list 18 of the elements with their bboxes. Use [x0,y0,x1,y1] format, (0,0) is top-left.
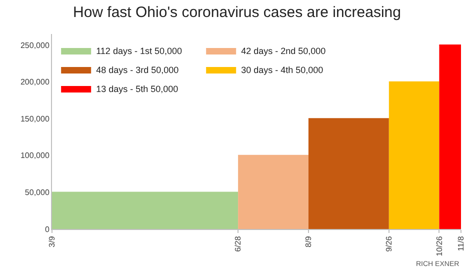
legend-label: 48 days - 3rd 50,000 [96,64,179,75]
legend-label: 112 days - 1st 50,000 [96,46,182,56]
y-tick-label: 250,000 [20,40,50,50]
legend-label: 42 days - 2nd 50,000 [241,46,326,56]
y-tick-label: 0 [44,224,50,234]
x-tick-label: 10/26 [434,236,444,256]
x-tick-label: 9/26 [384,236,394,252]
x-tick-label: 8/9 [304,236,314,248]
x-tick-label: 6/28 [234,236,243,252]
legend-label: 13 days - 5th 50,000 [96,84,178,94]
chart-title: How fast Ohio's coronavirus cases are increasing [72,4,402,22]
y-tick-label: 50,000 [24,188,50,198]
y-tick-label: 100,000 [20,151,50,160]
y-tick-label: 200,000 [20,78,50,87]
y-tick-label: 150,000 [20,114,50,124]
x-tick-label: 3/9 [48,236,57,248]
legend-label: 30 days - 4th 50,000 [241,64,324,75]
x-tick-label: 11/8 [456,236,466,252]
